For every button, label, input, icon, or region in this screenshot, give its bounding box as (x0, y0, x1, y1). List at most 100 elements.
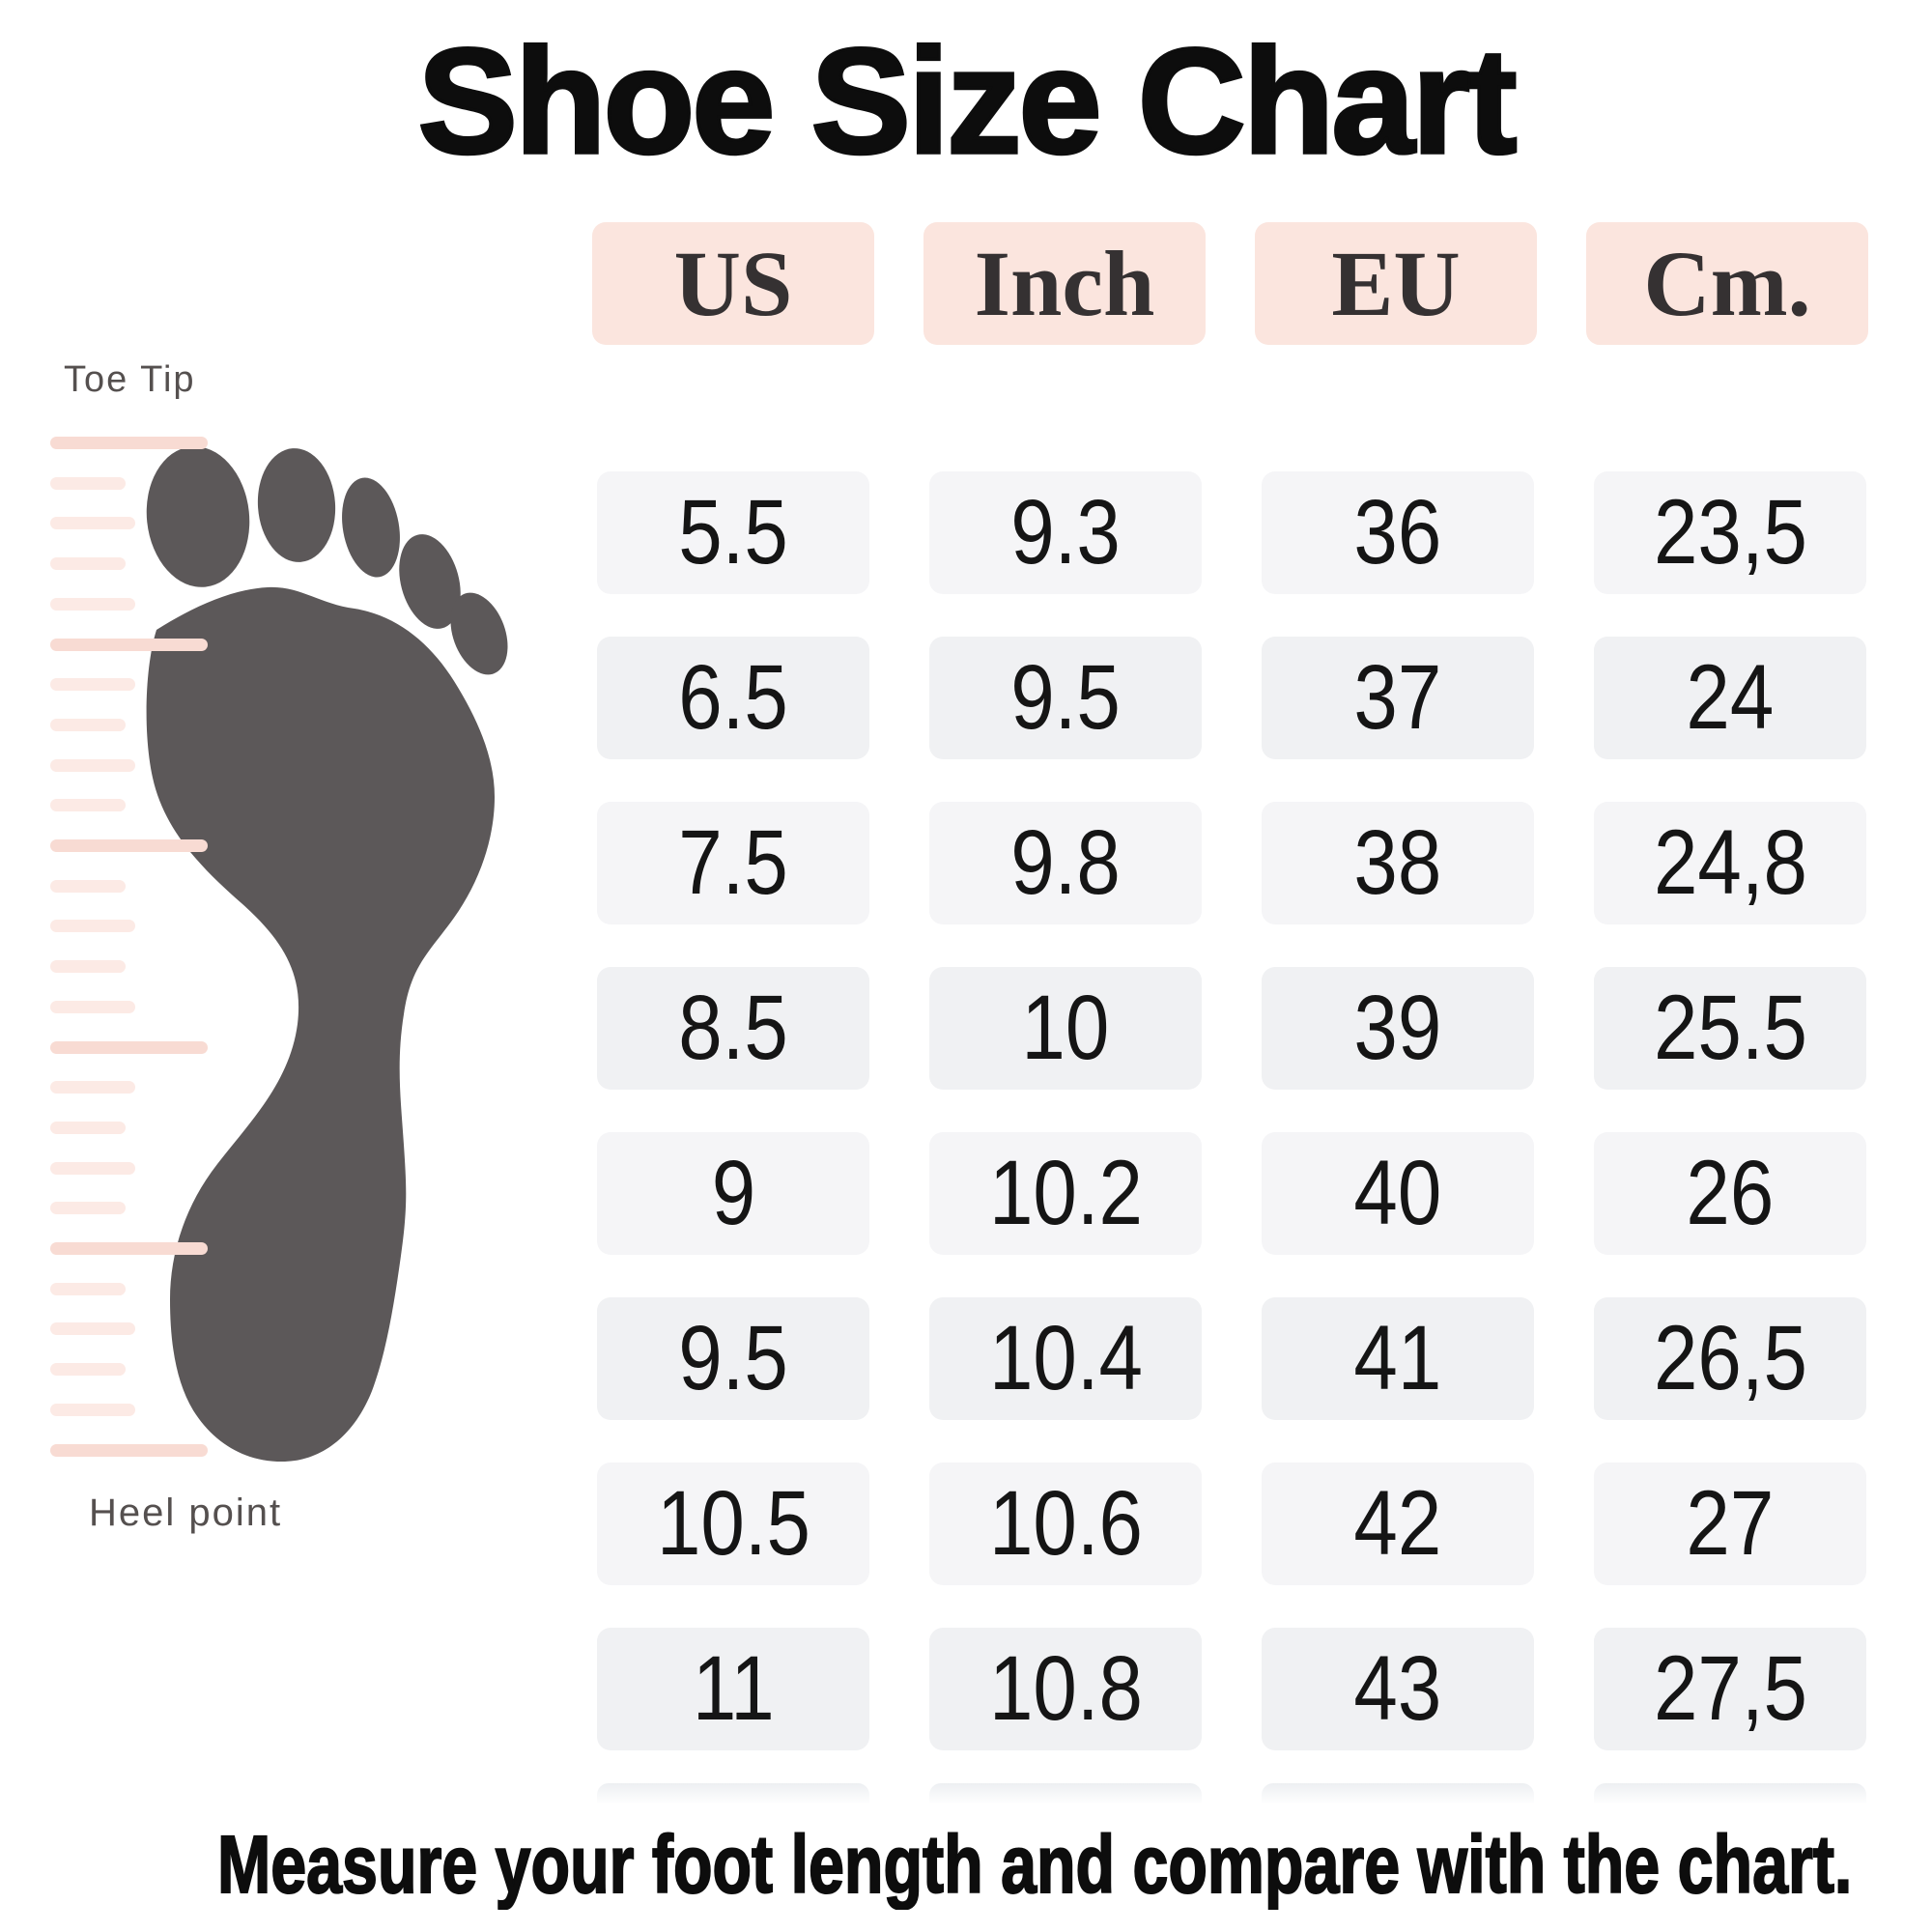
ruler-tick-stripe (50, 597, 135, 611)
page-title: Shoe Size Chart (416, 15, 1519, 186)
ruler-tick-stripe (50, 1363, 126, 1377)
size-value: 40 (1353, 1142, 1442, 1244)
table-cell: 26 (1594, 1132, 1866, 1255)
table-cell: 24,8 (1594, 802, 1866, 924)
table-cell: 10.4 (929, 1297, 1202, 1420)
size-table-header-row: US Inch EU Cm. (592, 222, 1868, 345)
size-value: 11 (692, 1637, 775, 1740)
size-table-body: 5.5 9.3 36 23,5 6.5 9.5 37 24 7.5 9.8 38 24,8 8.5 10 3… (597, 471, 1866, 1750)
table-cell: 37 (1262, 637, 1534, 759)
table-cell: 42 (1262, 1463, 1534, 1585)
toe-2 (257, 448, 336, 562)
footprint-shape (146, 446, 508, 1463)
size-value: 8.5 (678, 977, 788, 1079)
table-cell: 7.5 (597, 802, 869, 924)
table-cell: 40 (1262, 1132, 1534, 1255)
toe-4 (399, 534, 461, 629)
table-cell: 27,5 (1594, 1628, 1866, 1750)
table-cell: 10.2 (929, 1132, 1202, 1255)
ruler-tick-stripe (50, 920, 135, 933)
size-value: 9.3 (1010, 481, 1121, 583)
ghost-row-cell (597, 1783, 869, 1804)
ruler-marker-stripe (50, 437, 208, 449)
table-cell: 23,5 (1594, 471, 1866, 594)
table-cell: 9.8 (929, 802, 1202, 924)
column-header-cm: Cm. (1586, 222, 1868, 345)
ruler-marker-stripe (50, 1040, 208, 1054)
column-header-inch: Inch (923, 222, 1206, 345)
toe-5 (450, 592, 508, 675)
size-value: 41 (1353, 1307, 1442, 1409)
ruler-marker-stripe (50, 638, 208, 651)
table-cell: 10 (929, 967, 1202, 1090)
size-value: 23,5 (1653, 481, 1807, 583)
ruler-marker-stripe (50, 1443, 208, 1457)
ruler-tick-stripe (50, 476, 126, 490)
big-toe (146, 446, 250, 587)
ruler-tick-stripe (50, 1081, 135, 1094)
table-cell: 9.5 (929, 637, 1202, 759)
size-table-faded-next-row (597, 1783, 1866, 1804)
column-header-us: US (592, 222, 874, 345)
size-value: 42 (1353, 1472, 1442, 1575)
table-cell: 38 (1262, 802, 1534, 924)
table-cell: 9 (597, 1132, 869, 1255)
size-value: 10.2 (988, 1142, 1143, 1244)
table-cell: 24 (1594, 637, 1866, 759)
ruler-tick-stripe (50, 1322, 135, 1336)
table-cell: 5.5 (597, 471, 869, 594)
size-value: 37 (1353, 646, 1442, 749)
size-value: 9.5 (1010, 646, 1121, 749)
size-value: 38 (1353, 811, 1442, 914)
size-value: 24,8 (1653, 811, 1807, 914)
ruler-tick-stripe (50, 517, 135, 530)
size-value: 6.5 (678, 646, 788, 749)
foot-body (146, 586, 495, 1463)
ruler-tick-stripe (50, 799, 126, 812)
ruler-tick-stripe (50, 1121, 126, 1134)
table-cell: 11 (597, 1628, 869, 1750)
column-header-eu: EU (1255, 222, 1537, 345)
ruler-marker-stripe (50, 839, 208, 852)
size-value: 27,5 (1653, 1637, 1807, 1740)
ruler-tick-stripe (50, 1403, 135, 1416)
ruler-tick-stripe (50, 718, 126, 731)
size-value: 27 (1686, 1472, 1775, 1575)
size-value: 9 (711, 1142, 755, 1244)
footer-instruction-text: Measure your foot length and compare wit… (216, 1818, 1853, 1911)
ruler-tick-stripe (50, 1000, 135, 1013)
ruler-tick-stripe (50, 678, 135, 692)
size-value: 10.6 (988, 1472, 1143, 1575)
size-value: 9.5 (678, 1307, 788, 1409)
table-cell: 39 (1262, 967, 1534, 1090)
size-value: 39 (1353, 977, 1442, 1079)
ruler-marker-stripe (50, 1242, 208, 1255)
ruler-tick-stripe (50, 1161, 135, 1175)
ruler-tick-stripe (50, 1282, 126, 1295)
size-value: 10.5 (656, 1472, 810, 1575)
measuring-ruler (50, 437, 214, 1470)
footprint-illustration (146, 446, 508, 1463)
table-cell: 41 (1262, 1297, 1534, 1420)
table-cell: 43 (1262, 1628, 1534, 1750)
ruler-tick-stripe (50, 960, 126, 974)
ruler-tick-stripe (50, 879, 126, 893)
table-cell: 10.6 (929, 1463, 1202, 1585)
size-value: 26 (1686, 1142, 1775, 1244)
table-cell: 27 (1594, 1463, 1866, 1585)
toe-3 (342, 477, 400, 578)
toe-tip-label: Toe Tip (64, 359, 196, 400)
table-cell: 25.5 (1594, 967, 1866, 1090)
ruler-tick-stripe (50, 758, 135, 772)
footer-instruction: Measure your foot length and compare wit… (0, 1818, 1932, 1912)
table-cell: 10.5 (597, 1463, 869, 1585)
ghost-row-cell (1594, 1783, 1866, 1804)
size-value: 5.5 (678, 481, 788, 583)
heel-point-label: Heel point (89, 1492, 283, 1534)
ruler-tick-stripe (50, 557, 126, 571)
ghost-row-cell (929, 1783, 1202, 1804)
table-cell: 8.5 (597, 967, 869, 1090)
size-value: 36 (1353, 481, 1442, 583)
size-value: 7.5 (678, 811, 788, 914)
